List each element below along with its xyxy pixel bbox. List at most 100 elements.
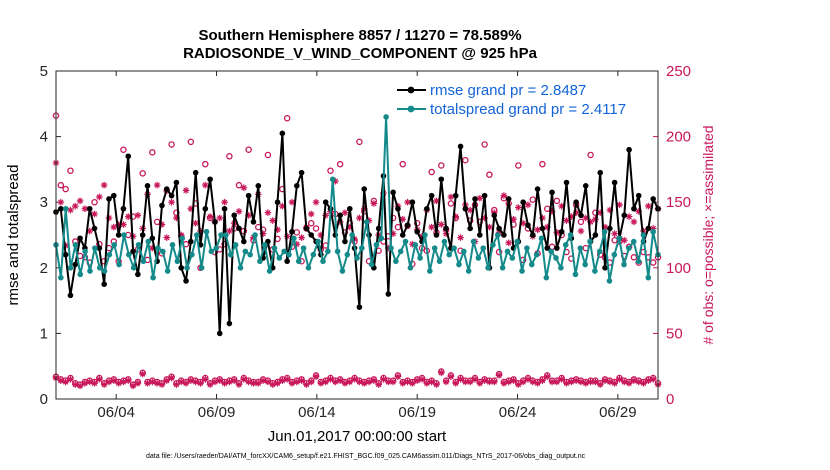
x-tick-label: 06/09 xyxy=(198,404,236,421)
asterisk-stroke xyxy=(592,379,599,385)
rmse-point xyxy=(582,183,589,189)
asterisk-stroke xyxy=(621,237,628,243)
asterisk-stroke xyxy=(640,380,647,386)
asterisk-stroke xyxy=(534,227,541,233)
totalspread-point xyxy=(184,265,190,271)
possible-obs-marker xyxy=(481,141,488,148)
totalspread-point xyxy=(587,238,593,245)
totalspread-point xyxy=(446,251,453,258)
asterisk-stroke xyxy=(173,381,180,388)
assimilated_low-obs-marker xyxy=(254,379,262,387)
totalspread-point xyxy=(252,232,258,238)
assimilated-obs-marker xyxy=(57,198,65,206)
asterisk-stroke xyxy=(587,379,594,385)
asterisk-stroke xyxy=(428,224,435,230)
totalspread-point xyxy=(300,245,307,251)
totalspread-point xyxy=(72,242,79,248)
possible-obs-marker xyxy=(235,181,243,189)
asterisk-stroke xyxy=(265,209,271,216)
asterisk-stroke xyxy=(183,380,189,386)
asterisk-stroke xyxy=(390,379,396,385)
rmse-point xyxy=(241,238,247,245)
assimilated-obs-marker xyxy=(356,214,363,222)
possible-obs-marker xyxy=(283,114,291,122)
asterisk-stroke xyxy=(443,379,449,385)
assimilated_low-obs-marker xyxy=(235,381,243,388)
y-right-tick-label: 200 xyxy=(666,129,691,146)
asterisk-stroke xyxy=(486,379,493,385)
assimilated-obs-marker xyxy=(577,227,585,235)
rmse-point xyxy=(120,205,127,212)
rmse-point xyxy=(139,232,146,238)
totalspread-point xyxy=(310,251,317,258)
assimilated-obs-marker xyxy=(457,234,464,241)
possible-obs-marker xyxy=(202,160,209,168)
y-right-tick-label: 100 xyxy=(666,260,691,277)
rmse-point xyxy=(72,261,79,268)
asterisk-stroke xyxy=(448,373,454,380)
rmse-point xyxy=(250,219,257,225)
rmse-point xyxy=(558,228,565,235)
asterisk-stroke xyxy=(395,373,401,380)
totalspread-point xyxy=(106,251,113,258)
possible-obs-marker xyxy=(327,167,334,174)
assimilated_low-obs-marker xyxy=(380,376,387,383)
assimilated_low-obs-marker xyxy=(500,379,508,387)
totalspread-point xyxy=(626,245,632,251)
assimilated-obs-marker xyxy=(67,206,74,214)
rmse-point xyxy=(226,320,233,327)
assimilated_low-obs-marker xyxy=(336,377,344,384)
assimilated-obs-marker xyxy=(91,210,98,218)
assimilated_low-obs-marker xyxy=(568,378,575,386)
assimilated_low-obs-marker xyxy=(332,378,339,386)
asterisk-stroke xyxy=(520,220,526,226)
totalspread-point xyxy=(126,251,132,258)
asterisk-stroke xyxy=(241,185,247,191)
asterisk-stroke xyxy=(86,228,93,234)
asterisk-stroke xyxy=(539,377,546,384)
rmse-point xyxy=(58,205,64,212)
totalspread-point xyxy=(218,232,224,238)
assimilated-obs-marker xyxy=(163,234,171,241)
assimilated_low-obs-marker xyxy=(76,382,84,390)
asterisk-stroke xyxy=(573,377,579,384)
totalspread-point xyxy=(261,242,268,248)
totalspread-point xyxy=(422,232,428,238)
asterisk-stroke xyxy=(380,376,387,383)
asterisk-stroke xyxy=(602,377,608,384)
possible-obs-marker xyxy=(91,198,98,206)
y-left-tick-label: 2 xyxy=(40,260,48,277)
assimilated-obs-marker xyxy=(226,227,233,235)
assimilated_low-obs-marker xyxy=(640,379,647,387)
rmse-point xyxy=(96,245,103,251)
asterisk-stroke xyxy=(477,380,483,386)
totalspread-point xyxy=(198,265,205,271)
asterisk-stroke xyxy=(192,379,199,385)
x-axis-label: Jun.01,2017 00:00:00 start xyxy=(268,428,447,445)
assimilated-obs-marker xyxy=(96,193,103,201)
asterisk-stroke xyxy=(433,198,440,204)
totalspread-point xyxy=(596,248,603,255)
totalspread-point xyxy=(494,232,501,238)
assimilated_low-obs-marker xyxy=(307,378,315,386)
assimilated-obs-marker xyxy=(515,204,522,211)
asterisk-stroke xyxy=(626,213,632,220)
totalspread-point xyxy=(538,235,545,242)
possible-obs-marker xyxy=(553,197,561,205)
asterisk-stroke xyxy=(72,203,78,209)
assimilated_low-obs-marker xyxy=(596,381,604,388)
chart-title-line2: RADIOSONDE_V_WIND_COMPONENT @ 925 hPa xyxy=(183,45,538,62)
totalspread-point xyxy=(232,242,239,248)
possible-obs-marker xyxy=(587,151,594,159)
asterisk-stroke xyxy=(583,215,589,221)
rmse-point xyxy=(125,153,132,160)
asterisk-stroke xyxy=(120,221,127,228)
assimilated-obs-marker xyxy=(341,209,349,216)
assimilated_low-obs-marker xyxy=(105,378,113,386)
assimilated_low-obs-marker xyxy=(539,377,546,384)
totalspread-point xyxy=(621,261,627,268)
assimilated_low-obs-marker xyxy=(182,379,190,387)
possible-obs-marker xyxy=(226,153,233,160)
assimilated-obs-marker xyxy=(298,234,305,241)
